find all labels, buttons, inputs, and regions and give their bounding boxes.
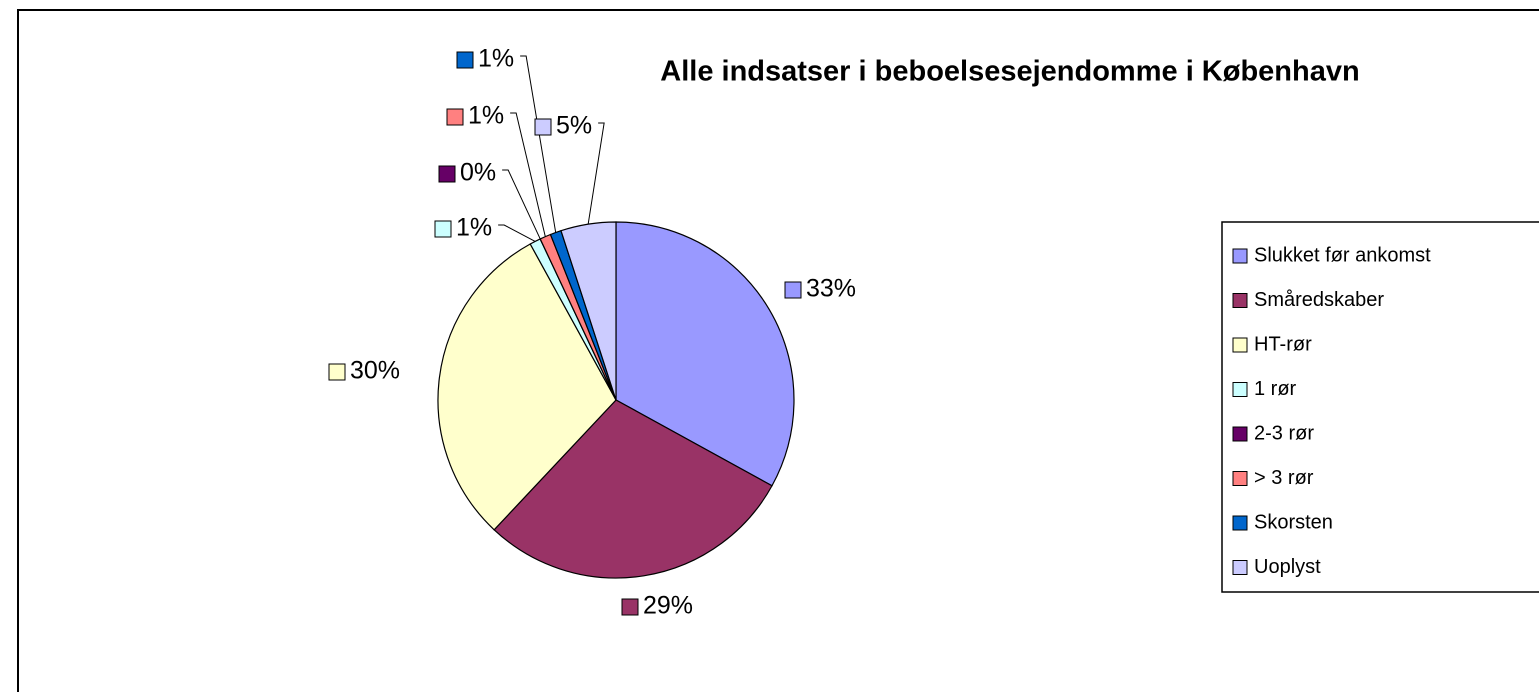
label-swatch <box>534 118 552 136</box>
data-label: 30% <box>350 357 400 385</box>
data-label: 29% <box>643 592 693 620</box>
legend-swatch <box>1232 293 1248 308</box>
label-swatch <box>328 363 346 381</box>
legend-label: > 3 rør <box>1254 467 1314 489</box>
label-swatch <box>446 108 464 126</box>
data-label: 33% <box>806 275 856 303</box>
legend-label: 1 rør <box>1254 378 1297 400</box>
leader-line <box>498 224 536 242</box>
data-label: 0% <box>460 159 496 187</box>
legend-box <box>1221 221 1539 593</box>
legend-swatch <box>1232 471 1248 486</box>
legend-label: Slukket før ankomst <box>1254 244 1431 266</box>
legend-swatch <box>1232 248 1248 264</box>
chart-title: Alle indsatser i beboelsesejendomme i Kø… <box>660 56 1359 88</box>
data-label: 1% <box>456 214 492 242</box>
label-swatch <box>438 165 456 183</box>
label-swatch <box>621 598 639 616</box>
legend-label: 2-3 rør <box>1254 422 1314 444</box>
pie-slice <box>615 221 795 487</box>
label-swatch <box>784 281 802 299</box>
label-swatch <box>434 220 452 238</box>
pie-slice <box>560 221 617 401</box>
legend-swatch <box>1232 560 1248 575</box>
legend-swatch <box>1232 382 1248 397</box>
legend-swatch <box>1232 337 1248 353</box>
legend-swatch <box>1232 426 1248 442</box>
pie-slice <box>493 399 773 579</box>
leader-line <box>502 169 541 240</box>
legend-label: Uoplyst <box>1254 556 1321 578</box>
data-label: 1% <box>468 102 504 130</box>
leader-line <box>510 112 546 237</box>
pie-slice <box>437 243 617 531</box>
legend-label: HT-rør <box>1254 333 1312 355</box>
legend-label: Skorsten <box>1254 511 1333 533</box>
leader-line <box>587 122 605 225</box>
label-swatch <box>456 51 474 69</box>
leader-line <box>520 55 557 233</box>
legend-swatch <box>1232 515 1248 531</box>
legend-label: Småredskaber <box>1254 289 1384 311</box>
data-label: 5% <box>556 112 592 140</box>
data-label: 1% <box>478 45 514 73</box>
